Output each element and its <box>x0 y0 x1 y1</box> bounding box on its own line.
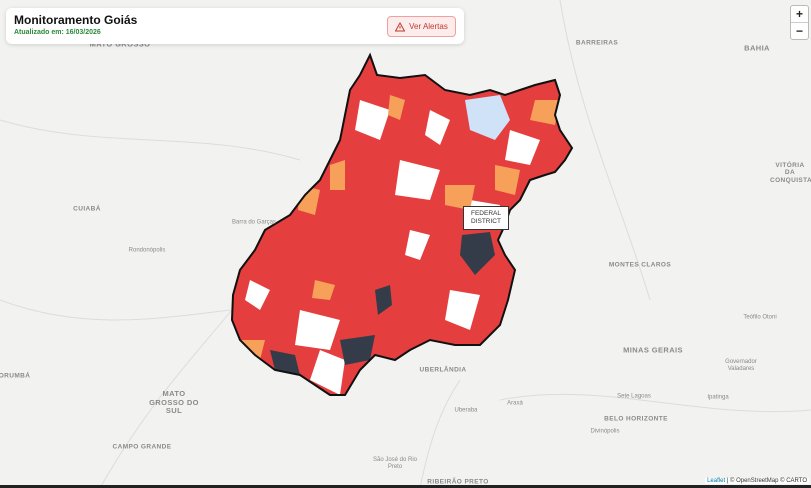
place-label: Governador Valadares <box>725 359 757 372</box>
place-label: CUIABÁ <box>73 205 101 213</box>
zoom-in[interactable]: + <box>791 6 808 23</box>
title: Monitoramento Goiás <box>14 13 138 27</box>
header-panel: Monitoramento Goiás Atualizado em: 16/03… <box>6 8 464 44</box>
place-label: Ipatinga <box>707 394 729 401</box>
zoom-control: + − <box>790 5 809 40</box>
place-label: VITÓRIA DA CONQUISTA <box>770 161 811 184</box>
leaflet-link[interactable]: Leaflet <box>707 478 726 484</box>
warning-icon <box>395 21 406 31</box>
alerts-button-label: Ver Alertas <box>409 22 448 31</box>
place-label: BELO HORIZONTE <box>604 415 668 423</box>
place-label: MINAS GERAIS <box>623 345 683 355</box>
place-label: BAHIA <box>744 43 770 53</box>
place-label: MONTES CLAROS <box>608 261 672 269</box>
place-label: Sete Lagoas <box>617 393 651 400</box>
place-label: Rondonópolis <box>128 247 166 254</box>
place-label: UBERLÂNDIA <box>419 366 467 374</box>
zoom-out[interactable]: − <box>795 24 803 38</box>
bottom-bar <box>0 485 811 488</box>
place-label: RIBEIRÃO PRETO <box>427 478 489 486</box>
alerts-button[interactable]: Ver Alertas <box>387 16 456 37</box>
place-label: São José do Rio Preto <box>372 457 418 470</box>
place-label: MATO GROSSO <box>89 39 151 49</box>
federal-district-label: FEDERAL DISTRICT <box>463 206 509 230</box>
place-label: Barra do Garças <box>231 219 277 226</box>
attribution-text: | © OpenStreetMap © CARTO <box>726 478 807 484</box>
place-label: MATO GROSSO DO SUL <box>149 389 199 416</box>
attribution: Leaflet | © OpenStreetMap © CARTO <box>705 478 809 484</box>
place-label: CORUMBÁ <box>0 372 31 380</box>
place-label: Teófilo Otoni <box>743 314 777 321</box>
place-label: CAMPO GRANDE <box>112 443 172 451</box>
place-label: Uberaba <box>454 407 478 414</box>
place-label: BARREIRAS <box>575 39 619 47</box>
place-label: Divinópolis <box>590 428 620 435</box>
updated-date: Atualizado em: 16/03/2026 <box>14 29 101 36</box>
place-label: Araxá <box>507 400 523 407</box>
